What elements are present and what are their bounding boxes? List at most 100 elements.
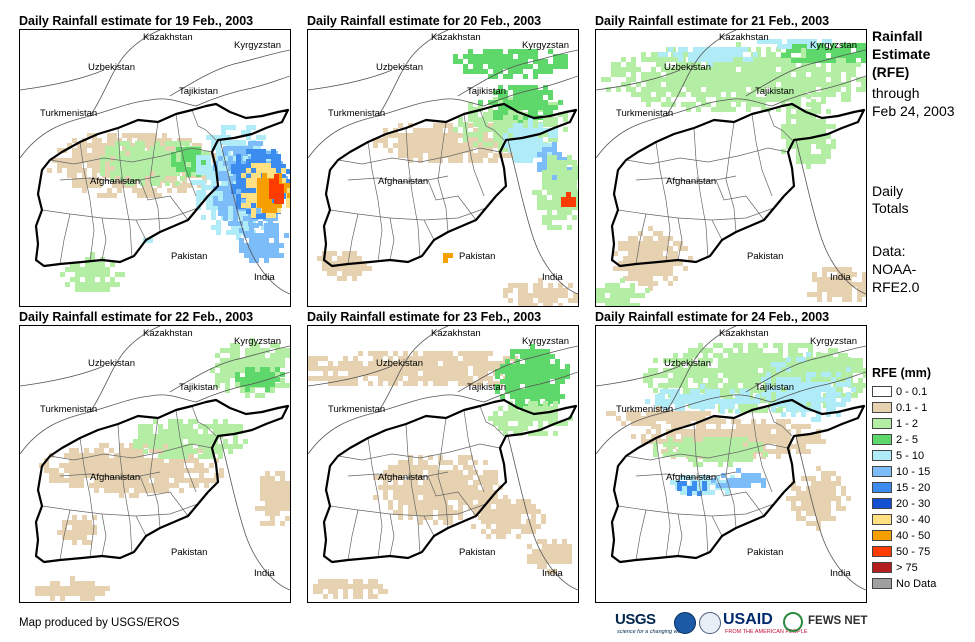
rainfall-cell xyxy=(711,82,716,87)
rainfall-cell xyxy=(523,74,528,79)
rainfall-cell xyxy=(548,69,553,74)
rainfall-cell xyxy=(548,90,553,95)
rainfall-cell xyxy=(536,524,541,529)
rainfall-cell xyxy=(114,483,119,488)
rainfall-cell xyxy=(173,439,178,444)
rainfall-cell xyxy=(826,372,831,377)
rainfall-cell xyxy=(508,64,513,69)
rainfall-cell xyxy=(596,298,600,303)
rainfall-cell xyxy=(796,382,801,387)
rainfall-cell xyxy=(703,358,708,363)
rainfall-cell xyxy=(473,54,478,59)
rainfall-cell xyxy=(708,57,713,62)
rainfall-cell xyxy=(716,82,721,87)
rainfall-cell xyxy=(505,359,510,364)
rainfall-cell xyxy=(144,458,149,463)
rainfall-cell xyxy=(246,183,251,188)
rainfall-cell xyxy=(423,510,428,515)
rainfall-cell xyxy=(174,478,179,483)
rainfall-cell xyxy=(686,102,691,107)
rainfall-cell xyxy=(778,358,783,363)
rainfall-cell xyxy=(239,243,244,248)
country-label-afghanistan: Afghanistan xyxy=(90,176,141,187)
rainfall-cell xyxy=(69,483,74,488)
rainfall-cell xyxy=(708,52,713,57)
rainfall-cell xyxy=(100,591,105,596)
rainfall-cell xyxy=(796,119,801,124)
rainfall-cell xyxy=(508,283,513,288)
rainfall-cell xyxy=(538,105,543,110)
rainfall-cell xyxy=(428,143,433,148)
rainfall-cell xyxy=(218,444,223,449)
rainfall-cell xyxy=(130,171,135,176)
rainfall-cell xyxy=(547,190,552,195)
rainfall-cell xyxy=(686,77,691,82)
rainfall-cell xyxy=(173,444,178,449)
country-label-kyrgyzstan: Kyrgyzstan xyxy=(522,40,569,51)
rainfall-cell xyxy=(513,64,518,69)
rainfall-cell xyxy=(501,529,506,534)
rainfall-cell xyxy=(611,62,616,67)
rainfall-cell xyxy=(134,478,139,483)
rainfall-cell xyxy=(623,261,628,266)
rainfall-cell xyxy=(793,353,798,358)
rainfall-cell xyxy=(771,62,776,67)
rainfall-cell xyxy=(826,92,831,97)
rainfall-cell xyxy=(653,271,658,276)
rainfall-cell xyxy=(661,62,666,67)
rainfall-cell xyxy=(236,159,241,164)
rainfall-cell xyxy=(505,369,510,374)
rainfall-cell xyxy=(738,403,743,408)
rainfall-cell xyxy=(124,448,129,453)
rainfall-cell xyxy=(721,77,726,82)
rainfall-cell xyxy=(713,52,718,57)
rainfall-cell xyxy=(220,378,225,383)
rainfall-cell xyxy=(555,374,560,379)
rainfall-cell xyxy=(413,148,418,153)
rainfall-cell xyxy=(211,210,216,215)
rainfall-cell xyxy=(433,480,438,485)
rainfall-cell xyxy=(155,141,160,146)
rainfall-cell xyxy=(673,241,678,246)
rainfall-cell xyxy=(548,117,553,122)
rainfall-cell xyxy=(453,54,458,59)
rainfall-cell xyxy=(197,183,202,188)
rainfall-cell xyxy=(87,143,92,148)
rainfall-cell xyxy=(503,147,508,152)
rainfall-cell xyxy=(776,402,781,407)
rainfall-cell xyxy=(821,154,826,159)
rainfall-cell xyxy=(816,417,821,422)
rainfall-cell xyxy=(816,159,821,164)
rainfall-cell xyxy=(628,261,633,266)
rainfall-cell xyxy=(816,77,821,82)
rainfall-cell xyxy=(191,152,196,157)
rainfall-cell xyxy=(478,158,483,163)
rainfall-cell xyxy=(265,348,270,353)
rainfall-cell xyxy=(125,161,130,166)
rainfall-cell xyxy=(124,458,129,463)
rainfall-cell xyxy=(144,488,149,493)
rainfall-cell xyxy=(266,168,271,173)
province-boundary xyxy=(479,109,505,141)
rainfall-cell xyxy=(368,351,373,356)
rainfall-cell xyxy=(403,148,408,153)
rainfall-cell xyxy=(378,584,383,589)
rainfall-cell xyxy=(228,166,233,171)
rainfall-cell xyxy=(548,122,553,127)
country-label-kazakhstan: Kazakhstan xyxy=(143,328,193,339)
rainfall-cell xyxy=(235,348,240,353)
rainfall-cell xyxy=(555,394,560,399)
rainfall-cell xyxy=(82,535,87,540)
rainfall-cell xyxy=(693,57,698,62)
rainfall-cell xyxy=(533,138,538,143)
rainfall-cell xyxy=(543,288,548,293)
rainfall-cell xyxy=(568,283,573,288)
rainfall-cell xyxy=(67,158,72,163)
rainfall-cell xyxy=(673,261,678,266)
rainfall-cell xyxy=(545,379,550,384)
rainfall-cell xyxy=(483,366,488,371)
rainfall-cell xyxy=(791,407,796,412)
rainfall-cell xyxy=(778,373,783,378)
rainfall-cell xyxy=(567,225,572,230)
rainfall-cell xyxy=(748,343,753,348)
